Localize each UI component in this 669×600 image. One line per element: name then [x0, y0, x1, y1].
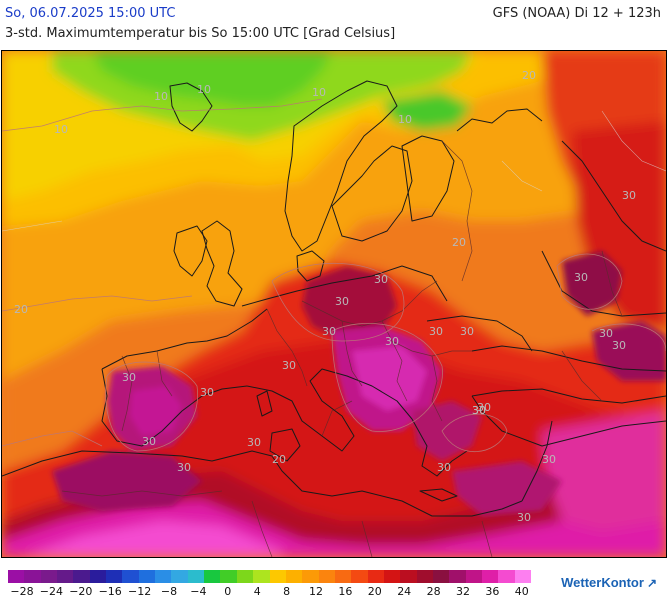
- contour-label: 30: [177, 461, 191, 474]
- brand-name: WetterKontor: [561, 575, 644, 590]
- color-scale-ticks: −28 −24 −20 −16 −12 −8 −4 0 4 8 12 16 20 24 28 32 36 40: [8, 586, 548, 600]
- color-swatch: [269, 570, 286, 583]
- tick-label: 32: [456, 585, 470, 598]
- color-swatch: [57, 570, 74, 583]
- color-swatch: [334, 570, 352, 583]
- color-swatch: [155, 570, 172, 583]
- tick-label: 36: [485, 585, 500, 598]
- color-swatch: [514, 570, 531, 583]
- contour-label: 30: [574, 271, 588, 284]
- color-swatch: [318, 570, 335, 583]
- color-swatch: [367, 570, 384, 583]
- tick-label: −24: [39, 585, 63, 598]
- map-subtitle: 3-std. Maximumtemperatur bis So 15:00 UT…: [5, 26, 396, 41]
- contour-label: 30: [542, 453, 556, 466]
- contour-label: 10: [197, 83, 211, 96]
- contour-label: 30: [142, 435, 156, 448]
- color-swatch: [351, 570, 368, 583]
- contour-label: 30: [612, 339, 626, 352]
- contour-label: 30: [472, 404, 486, 417]
- contour-label: 30: [374, 273, 388, 286]
- tick-label: 4: [253, 585, 261, 598]
- contour-label: 30: [322, 325, 336, 338]
- color-swatch: [302, 570, 319, 583]
- contour-label: 30: [472, 404, 486, 417]
- color-swatch: [138, 570, 156, 583]
- color-swatch: [89, 570, 107, 583]
- color-swatch: [383, 570, 401, 583]
- color-swatch: [187, 570, 205, 583]
- color-swatch: [253, 570, 270, 583]
- contour-label: 30: [599, 327, 613, 340]
- tick-label: −16: [98, 585, 122, 598]
- contour-label: 10: [154, 90, 168, 103]
- contour-label: 30: [335, 295, 349, 308]
- color-swatch: [465, 570, 482, 583]
- contour-label: 30: [517, 511, 531, 524]
- tick-label: 16: [338, 585, 353, 598]
- tick-label: −4: [190, 585, 207, 598]
- hot-cores: [52, 251, 666, 516]
- color-swatch: [449, 570, 466, 583]
- temperature-map-svg: 10 10 10 10 10 20 20 20 20 30 30 30 30 3…: [2, 51, 666, 557]
- color-swatch: [416, 570, 433, 583]
- contour-label: 20: [522, 69, 536, 82]
- contour-label: 20: [14, 303, 28, 316]
- contour-label: 10: [54, 123, 68, 136]
- contour-label: 20: [452, 236, 466, 249]
- color-swatch: [498, 570, 515, 583]
- coastlines: [2, 80, 666, 517]
- contour-label: 30: [200, 386, 214, 399]
- tick-label: −12: [127, 585, 152, 598]
- contour-label: 30: [477, 401, 491, 414]
- contour-label: 30: [437, 461, 451, 474]
- contour-label: 30: [247, 436, 261, 449]
- color-swatch: [8, 570, 25, 583]
- color-swatch: [73, 570, 90, 583]
- color-swatch: [171, 570, 188, 583]
- color-swatch: [106, 570, 123, 583]
- tick-label: 12: [309, 585, 323, 598]
- contour-label: 10: [312, 86, 326, 99]
- forecast-datetime: So, 06.07.2025 15:00 UTC: [5, 6, 176, 21]
- color-swatch: [481, 570, 499, 583]
- tick-label: −8: [160, 585, 178, 598]
- model-run-label: GFS (NOAA) Di 12 + 123h: [492, 6, 661, 21]
- contour-label: 30: [385, 335, 399, 348]
- color-scale-bar: [8, 570, 531, 583]
- color-swatch: [400, 570, 417, 583]
- minor-isolines: [2, 110, 666, 232]
- color-swatch: [220, 570, 237, 583]
- brand-arrow-icon: ↗: [646, 576, 657, 590]
- color-swatch: [40, 570, 58, 583]
- tick-label: −28: [10, 585, 34, 598]
- contour-label: 30: [622, 189, 636, 202]
- contour-label: 10: [398, 113, 412, 126]
- color-swatch: [204, 570, 221, 583]
- temperature-map[interactable]: 10 10 10 10 10 20 20 20 20 30 30 30 30 3…: [1, 50, 667, 558]
- contour-label: 30: [282, 359, 296, 372]
- contour-label: 30: [429, 325, 443, 338]
- country-borders: [61, 140, 623, 557]
- color-swatch: [432, 570, 450, 583]
- tick-label: −20: [69, 585, 93, 598]
- contour-labels: 10 10 10 10 10 20 20 20 20 30 30 30 30 3…: [14, 69, 636, 524]
- color-swatch: [24, 570, 41, 583]
- tick-label: 40: [514, 585, 529, 598]
- color-swatch: [236, 570, 254, 583]
- tick-label: 8: [283, 585, 291, 598]
- tick-label: 0: [224, 585, 232, 598]
- isotherms: [2, 98, 666, 453]
- color-swatch: [285, 570, 303, 583]
- contour-label: 30: [460, 325, 474, 338]
- wetterkontor-logo[interactable]: WetterKontor ↗: [561, 575, 657, 590]
- tick-label: 28: [426, 585, 441, 598]
- tick-label: 24: [397, 585, 412, 598]
- tick-label: 20: [367, 585, 382, 598]
- color-swatch: [122, 570, 139, 583]
- contour-label: 20: [272, 453, 286, 466]
- contour-label: 30: [122, 371, 136, 384]
